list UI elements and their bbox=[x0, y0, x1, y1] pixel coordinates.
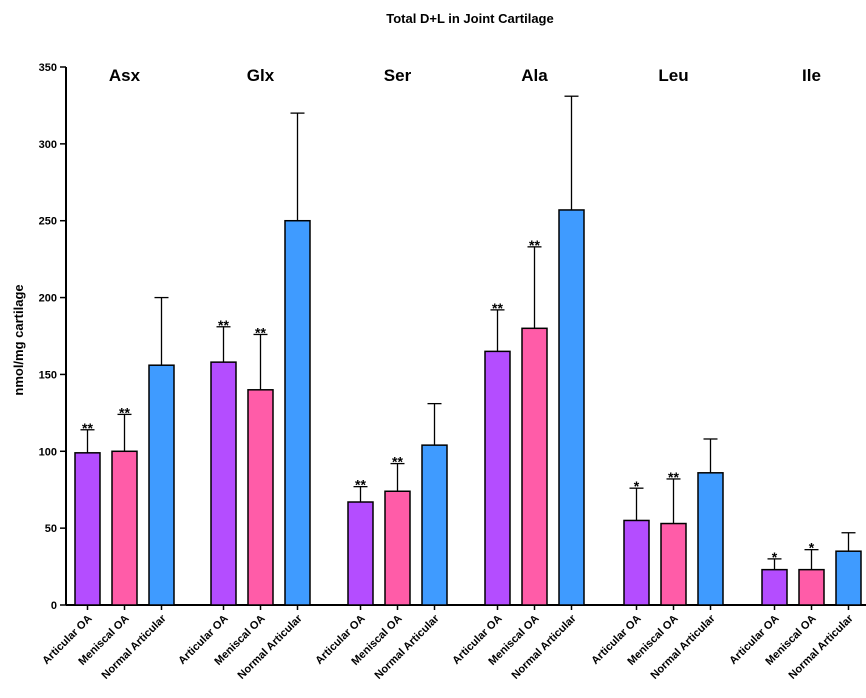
significance-marker: ** bbox=[119, 404, 130, 420]
significance-marker: * bbox=[772, 549, 778, 565]
y-tick-label: 100 bbox=[39, 446, 57, 458]
bar bbox=[74, 452, 101, 606]
group-labels: Asx Glx Ser Ala Leu Ile bbox=[109, 66, 821, 85]
bar bbox=[284, 219, 311, 606]
bar bbox=[384, 490, 411, 606]
group-label: Ile bbox=[802, 66, 821, 85]
bar bbox=[835, 550, 862, 606]
significance-marker: ** bbox=[392, 454, 403, 470]
significance-marker: ** bbox=[355, 477, 366, 493]
significance-marker: ** bbox=[668, 469, 679, 485]
significance-marker: ** bbox=[82, 420, 93, 436]
y-tick-label: 350 bbox=[39, 62, 57, 74]
bar bbox=[521, 327, 548, 606]
significance-marker: * bbox=[809, 540, 815, 556]
bar bbox=[697, 472, 724, 606]
bar bbox=[421, 444, 448, 606]
y-ticks: 0 50 100 150 200 250 300 350 bbox=[39, 62, 66, 612]
y-tick-label: 150 bbox=[39, 369, 57, 381]
bar bbox=[111, 450, 138, 606]
significance-marker: ** bbox=[529, 237, 540, 253]
y-axis-label: nmol/mg cartilage bbox=[11, 284, 26, 395]
bar bbox=[660, 522, 687, 606]
group-label: Glx bbox=[247, 66, 275, 85]
significance-marker: * bbox=[634, 478, 640, 494]
group-label: Leu bbox=[658, 66, 688, 85]
y-tick-label: 250 bbox=[39, 216, 57, 228]
bar bbox=[761, 568, 788, 606]
significance-marker: ** bbox=[255, 324, 266, 340]
bar bbox=[148, 364, 175, 606]
bar bbox=[210, 361, 237, 606]
group-label: Ala bbox=[521, 66, 548, 85]
y-tick-label: 50 bbox=[45, 523, 57, 535]
x-tick-label: Normal Articular bbox=[648, 612, 718, 682]
x-tick-label: Normal Articular bbox=[372, 612, 442, 682]
significance-marker: ** bbox=[492, 300, 503, 316]
bars: ****** *************** bbox=[74, 95, 862, 606]
axes bbox=[65, 67, 866, 606]
bar bbox=[484, 350, 511, 606]
bar bbox=[798, 568, 825, 606]
chart-title: Total D+L in Joint Cartilage bbox=[386, 11, 553, 26]
group-label: Ser bbox=[384, 66, 412, 85]
y-tick-label: 300 bbox=[39, 139, 57, 151]
bar bbox=[347, 501, 374, 606]
x-tick-label: Normal Articular bbox=[786, 612, 856, 682]
group-label: Asx bbox=[109, 66, 141, 85]
significance-marker: ** bbox=[218, 317, 229, 333]
x-tick-label: Normal Articular bbox=[99, 612, 169, 682]
y-tick-label: 0 bbox=[51, 600, 57, 612]
bar bbox=[623, 519, 650, 606]
x-tick-label: Normal Articular bbox=[509, 612, 579, 682]
bar bbox=[558, 209, 585, 606]
x-tick-label: Normal Articular bbox=[235, 612, 305, 682]
bar bbox=[247, 389, 274, 606]
y-tick-label: 200 bbox=[39, 293, 57, 305]
